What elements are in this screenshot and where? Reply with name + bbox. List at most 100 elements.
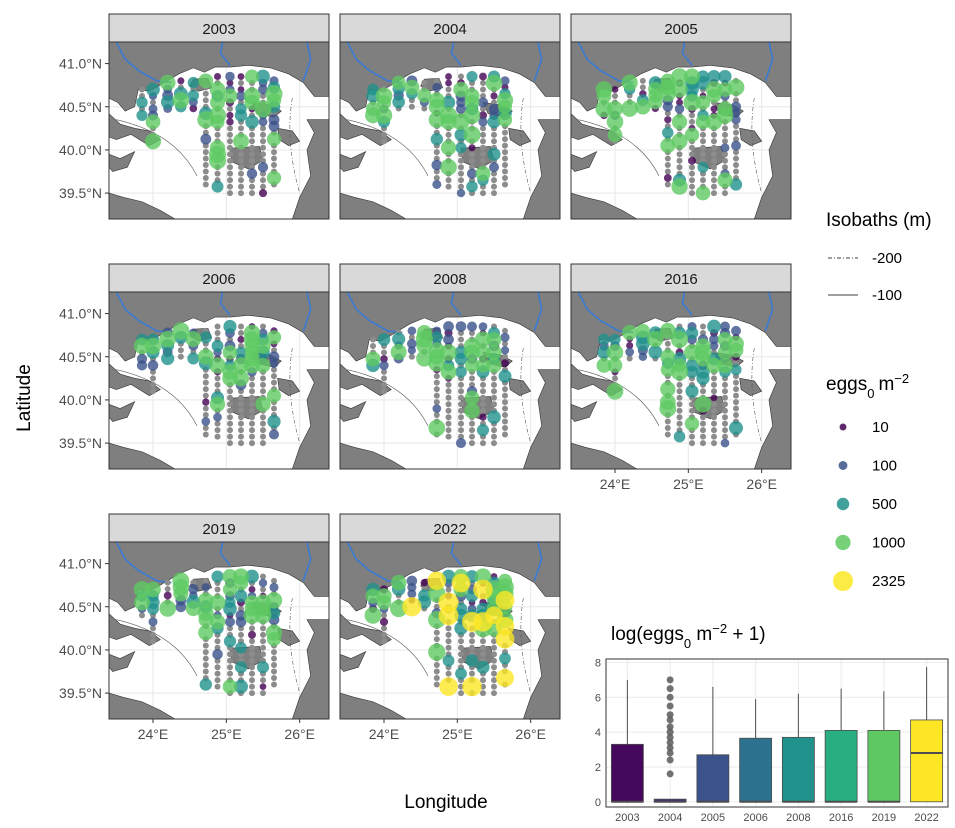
station-eggs [635,336,650,351]
station-zero [711,407,717,414]
station-zero [202,379,209,386]
y-tick-label: 39.5°N [59,685,102,701]
station-zero [491,683,497,690]
box-2006 [739,699,773,803]
station-zero [676,420,683,427]
station-zero [480,401,486,408]
station-eggs [697,161,709,173]
station-eggs [223,602,237,616]
station-zero [689,112,695,119]
station-eggs [420,578,429,587]
station-zero [689,183,695,190]
station-eggs [455,103,467,114]
station-zero [249,427,255,434]
station-eggs [185,600,201,617]
station-eggs [376,588,392,604]
station-eggs [486,344,502,361]
station-zero [227,433,233,440]
station-eggs [185,331,202,347]
station-eggs [265,85,283,103]
station-zero [612,375,618,382]
eggs-legend: eggs0 m−2 10 100 500 1000 2325 [826,371,909,591]
station-zero [214,375,221,382]
facet-strip [108,13,330,43]
station-zero [711,433,717,440]
station-zero [491,183,497,190]
station-zero [700,420,706,427]
station-eggs [696,365,710,379]
station-zero [445,407,452,414]
station-zero [491,177,497,184]
station-zero [469,670,475,677]
station-eggs [136,96,148,109]
station-zero [733,168,739,175]
station-zero [381,388,387,395]
station-eggs [265,592,283,609]
station-eggs [428,643,446,661]
facet-strip [339,13,561,43]
box-2022 [910,666,944,803]
station-zero [202,97,209,104]
station-eggs [487,115,501,129]
station-zero [260,440,266,447]
longitude-tick-labels: 24°E 25°E 26°E 24°E 25°E 26°E 24°E 25°E 26°E [138,469,777,742]
station-zero [202,149,209,156]
station-zero [689,407,695,414]
station-zero [238,183,244,190]
map-panel-2005: 2005 [570,13,792,220]
box-body [867,729,901,803]
station-eggs [476,424,490,437]
station-eggs [670,330,689,349]
station-zero [469,644,475,651]
station-eggs [486,357,502,373]
station-zero [458,73,464,80]
station-zero [260,414,266,421]
station-zero [502,136,508,143]
station-zero [433,629,440,636]
station-zero [433,77,440,84]
station-zero [433,149,440,156]
land [292,119,329,219]
station-zero [676,164,683,171]
facet-strip-label: 2003 [202,21,235,38]
facet-strip [108,263,330,293]
station-zero [260,427,266,434]
station-zero [249,144,255,151]
station-zero [238,414,244,421]
station-zero [722,125,728,132]
panel-border [108,291,330,470]
station-zero [271,649,277,656]
station-eggs [684,416,700,431]
station-eggs [222,582,238,597]
eggs-legend-label: 500 [872,496,897,513]
panel-border [339,541,561,720]
x-tick-label: 25°E [442,726,473,742]
station-zero [480,80,486,87]
isobath-line [116,369,198,426]
station-eggs [172,572,190,590]
station-eggs [597,345,611,360]
station-eggs [416,350,433,367]
station-eggs [495,590,515,610]
station-eggs [163,591,172,600]
station-zero [260,381,266,388]
station-eggs [611,86,619,93]
station-eggs [445,73,452,80]
station-eggs [478,111,488,120]
station-eggs [462,676,482,697]
station-eggs [391,75,406,90]
station-zero [722,164,728,171]
station-zero [480,388,486,395]
station-eggs [621,74,638,91]
station-eggs [443,334,454,345]
station-eggs [237,86,245,93]
box-outlier [666,733,674,741]
station-zero [227,125,233,132]
station-eggs [199,678,212,691]
station-zero [227,388,233,395]
station-zero [271,662,277,669]
station-eggs [463,126,481,144]
station-zero [227,651,233,658]
station-zero [491,657,497,664]
station-zero [190,579,197,586]
